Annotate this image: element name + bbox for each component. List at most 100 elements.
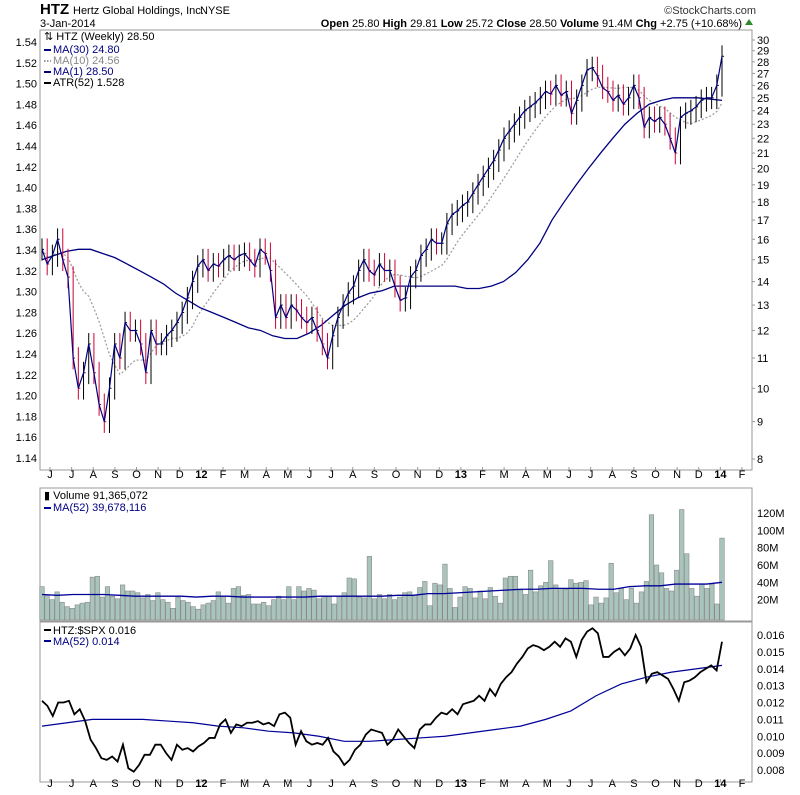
volume-bar [558,588,564,621]
month-label: D [176,469,184,481]
ratio-ma-line [41,664,723,742]
company-name: Hertz Global Holdings, Inc. [73,5,204,17]
volume-tick-label: 60M [757,560,778,572]
volume-bar [225,602,231,621]
left-tick-label: 1.52 [16,58,37,70]
ohlc-icon: ⇅ [44,31,53,43]
volume-bar [361,597,367,621]
volume-bar [130,590,136,621]
legend-ratio-ma: MA(52) 0.014 [53,636,120,648]
left-tick-label: 1.28 [16,307,37,319]
brand-logo[interactable]: ©StockCharts.com [664,5,756,17]
ratio-legend: HTZ:$SPX 0.016 MA(52) 0.014 [44,625,136,648]
price-tick-label: 30 [757,35,769,47]
left-tick-label: 1.44 [16,141,37,153]
volume-bar [709,583,715,621]
volume-bar [160,599,166,621]
volume-bar [256,603,262,621]
month-label: M [240,778,249,790]
left-tick-label: 1.22 [16,370,37,382]
volume-tick-label: 100M [757,525,785,537]
volume-bar [664,588,670,621]
volume-bar [482,598,488,621]
volume-bar [437,584,443,621]
left-tick-label: 1.32 [16,266,37,278]
volume-bar [386,594,393,621]
month-label: A [263,469,271,481]
price-tick-label: 26 [757,80,769,92]
month-label: F [739,778,746,790]
month-label: S [371,469,378,481]
volume-bar [311,589,317,621]
volume-bar [638,591,644,621]
volume-bar [684,553,690,621]
volume-plot [39,509,725,621]
month-label: J [307,778,313,790]
price-tick-label: 25 [757,93,769,105]
price-tick-label: 17 [757,215,769,227]
left-tick-label: 1.20 [16,391,37,403]
month-label: A [263,778,271,790]
volume-bar [99,596,106,621]
volume-bar [603,597,609,621]
volume-bar [316,598,322,621]
month-label: M [283,469,292,481]
volume-bar [276,595,282,621]
month-label: S [111,778,118,790]
ratio-panel [39,621,753,783]
volume-bar [608,562,614,621]
price-tick-label: 11 [757,353,768,365]
volume-bar [407,591,413,621]
volume-bar [402,592,408,621]
volume-bar [719,537,725,621]
volume-bar [487,587,493,621]
month-label: F [220,469,227,481]
volume-bar [512,575,519,621]
volume-bar [381,598,388,621]
price-tick-label: 10 [757,383,769,395]
month-label: F [739,469,746,481]
month-label: S [630,778,637,790]
month-label: O [132,778,141,790]
left-tick-label: 1.46 [16,120,37,132]
volume-bar [286,586,292,621]
volume-bar [250,603,257,621]
volume-bar [351,578,357,621]
volume-bar [653,564,660,621]
symbol: HTZ [40,1,69,18]
volume-bar [39,586,45,621]
volume-tick-label: 20M [757,595,778,607]
month-label: 13 [455,469,467,481]
volume-bar [492,595,498,621]
price-tick-label: 29 [757,46,769,58]
exchange: NYSE [200,5,230,17]
volume-bar [618,588,624,621]
volume-bar [215,591,221,621]
volume-legend: ▮ Volume 91,365,072 MA(52) 39,678,116 [44,490,148,514]
volume-bar [326,595,332,621]
month-label: 13 [455,778,467,790]
volume-bar [412,595,418,621]
volume-bar [175,596,181,621]
volume-bar [366,556,372,621]
volume-bar [125,590,131,621]
volume-tick-label: 80M [757,543,778,555]
volume-bar [235,586,242,621]
volume-bar [497,602,503,621]
volume-bar [155,592,161,621]
left-tick-label: 1.24 [16,349,37,361]
month-label: M [500,469,509,481]
ratio-tick-label: 0.008 [757,765,785,777]
ratio-tick-label: 0.015 [757,647,785,659]
volume-bar [346,577,352,621]
volume-bar [170,608,176,621]
month-label: J [69,778,75,790]
legend-volume-ma: MA(52) 39,678,116 [53,502,146,514]
volume-bar [336,595,342,621]
price-tick-label: 15 [757,255,769,267]
volume-bar [296,586,302,621]
left-tick-label: 1.16 [16,432,37,444]
month-label: J [588,778,594,790]
volume-bar [522,594,529,621]
volume-bar [457,596,463,621]
